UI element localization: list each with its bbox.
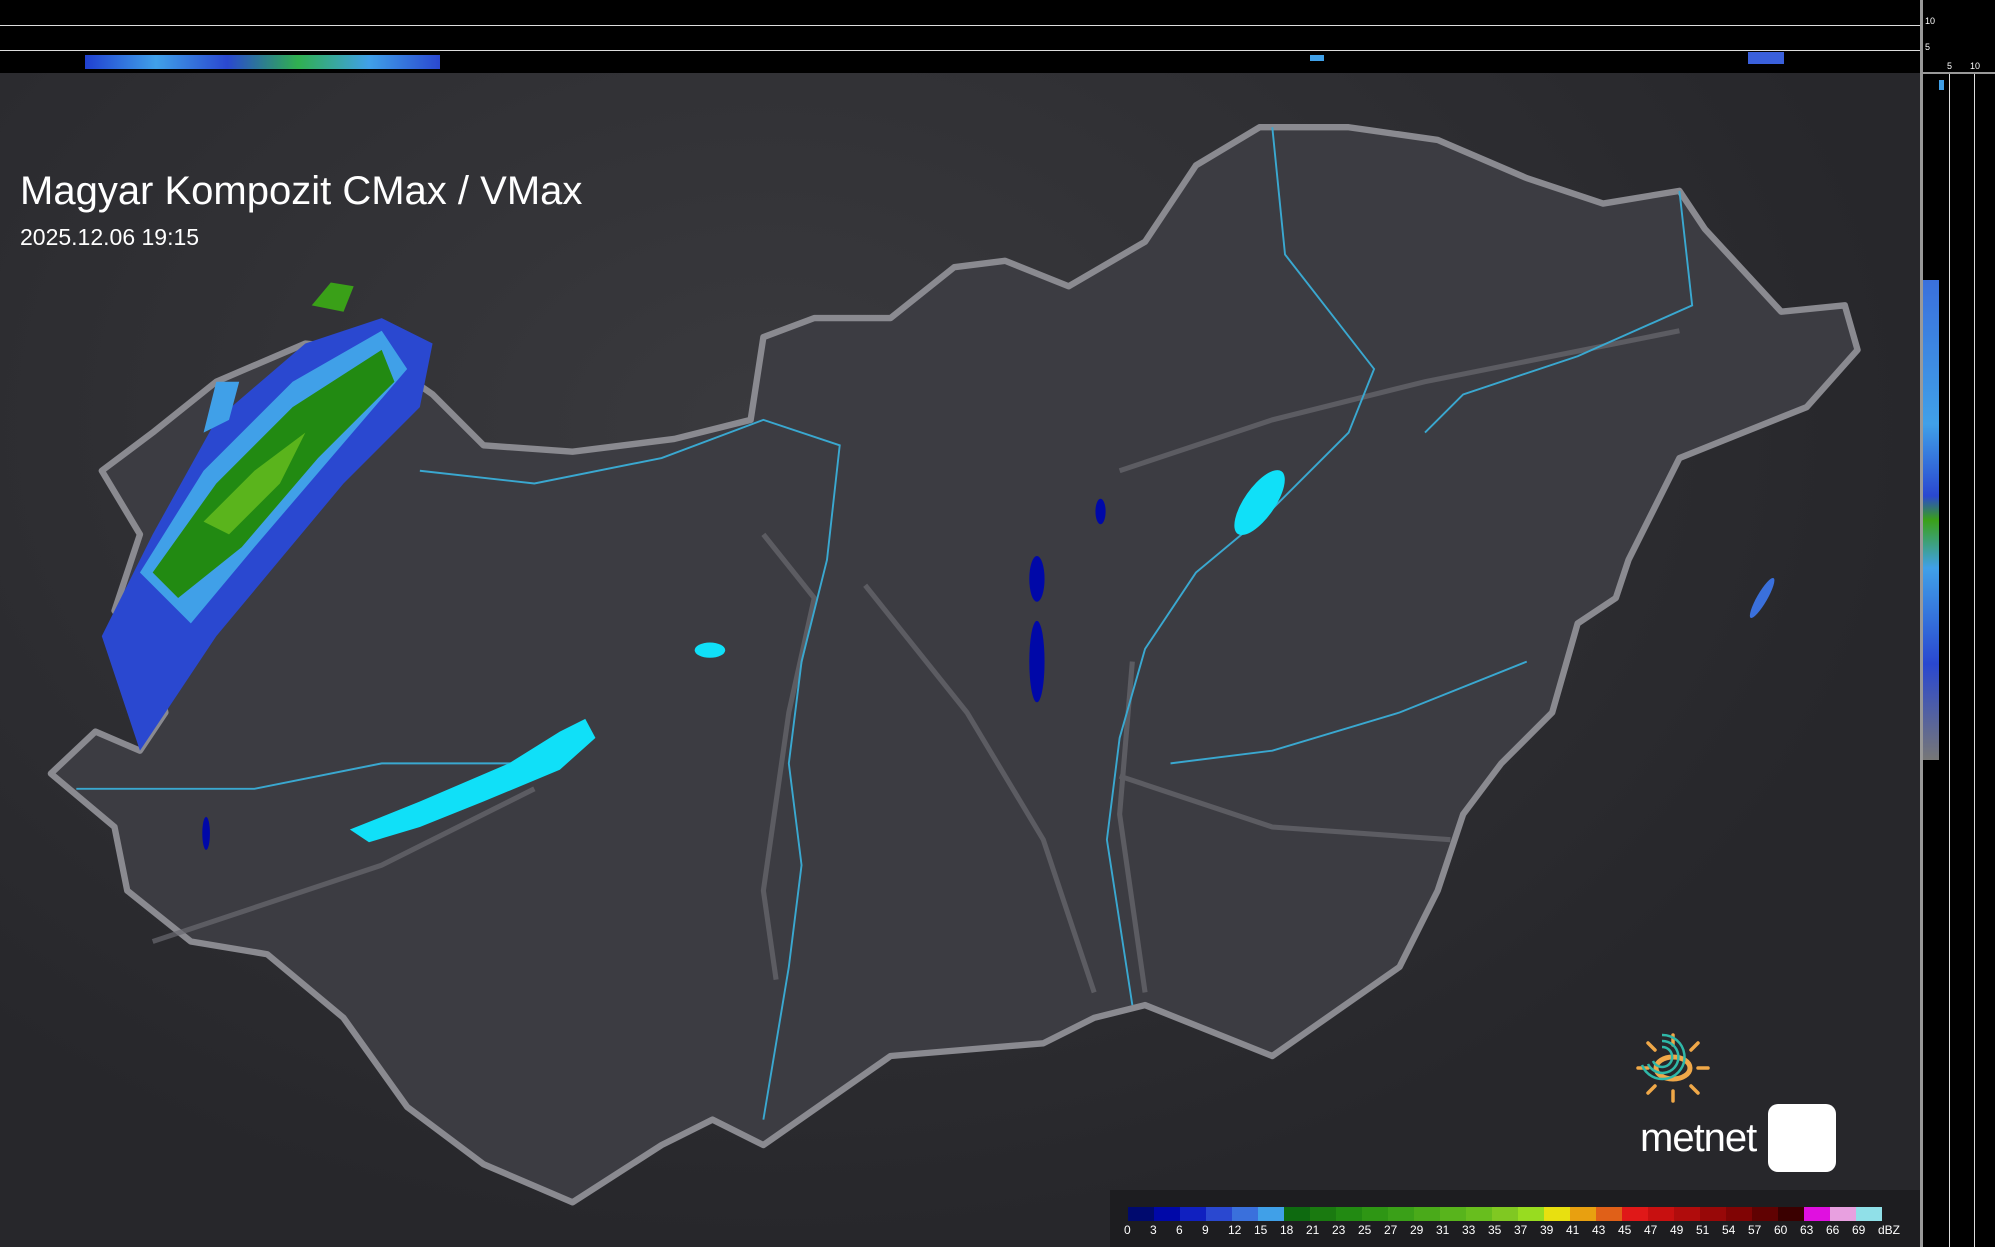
- legend-swatch: [1726, 1207, 1752, 1221]
- tick-label: 10: [1925, 16, 1936, 26]
- lake-tisza: [1234, 470, 1285, 536]
- legend-swatch: [1648, 1207, 1674, 1221]
- legend-label: 69: [1852, 1223, 1866, 1237]
- legend-swatch: [1752, 1207, 1778, 1221]
- legend-label: 23: [1332, 1223, 1346, 1237]
- legend-label: 37: [1514, 1223, 1528, 1237]
- legend-swatch: [1362, 1207, 1388, 1221]
- legend-swatch: [1206, 1207, 1232, 1221]
- profile-echo: [85, 55, 440, 69]
- gridline-10: [0, 25, 1920, 26]
- lakes: [349, 470, 1285, 843]
- legend-swatch: [1570, 1207, 1596, 1221]
- legend-swatch: [1544, 1207, 1570, 1221]
- legend-label: 45: [1618, 1223, 1632, 1237]
- precipitation-echoes: [101, 282, 1775, 850]
- lake-balaton: [349, 718, 596, 843]
- map-canvas: [47, 124, 1861, 1206]
- legend-swatch: [1700, 1207, 1726, 1221]
- tick-label: 10: [1970, 61, 1981, 71]
- legend-label: 63: [1800, 1223, 1814, 1237]
- legend-swatch: [1856, 1207, 1882, 1221]
- legend-label: 27: [1384, 1223, 1398, 1237]
- hungary-outline: [47, 124, 1861, 1206]
- legend-label: 15: [1254, 1223, 1268, 1237]
- legend-label: 29: [1410, 1223, 1424, 1237]
- legend-label: 0: [1124, 1223, 1131, 1237]
- legend-swatch: [1232, 1207, 1258, 1221]
- legend-label: 6: [1176, 1223, 1183, 1237]
- legend-swatch: [1492, 1207, 1518, 1221]
- legend-labels: 0 3 6 9 12 15 18 21 23 25 27 29 31 33 35 37 39 41 43 45 47 49…: [1124, 1223, 1901, 1237]
- legend-label: 39: [1540, 1223, 1554, 1237]
- legend-swatch: [1596, 1207, 1622, 1221]
- legend-swatch: [1466, 1207, 1492, 1221]
- legend-swatch: [1622, 1207, 1648, 1221]
- rivers: [76, 127, 1694, 1120]
- legend-swatch: [1180, 1207, 1206, 1221]
- spiral-icon: [1640, 1033, 1837, 1172]
- legend-swatch: [1778, 1207, 1804, 1221]
- legend-label: 9: [1202, 1223, 1209, 1237]
- map-timestamp: 2025.12.06 19:15: [20, 224, 200, 250]
- legend-swatch: [1154, 1207, 1180, 1221]
- tick-label: 5: [1925, 42, 1931, 52]
- profile-echo: [1939, 80, 1944, 90]
- legend-label: 60: [1774, 1223, 1788, 1237]
- legend-label: 12: [1228, 1223, 1242, 1237]
- legend-label: 33: [1462, 1223, 1476, 1237]
- legend-swatch: [1804, 1207, 1830, 1221]
- metnet-logo: metnet: [1636, 1033, 1837, 1172]
- gridline-5: [0, 50, 1920, 51]
- legend-label: 66: [1826, 1223, 1840, 1237]
- legend-label: 18: [1280, 1223, 1294, 1237]
- side-vertical-profile: 10 5 5 10: [1920, 0, 1995, 1247]
- legend-label: 3: [1150, 1223, 1157, 1237]
- metnet-wordmark: metnet: [1640, 1115, 1757, 1160]
- legend-swatch: [1830, 1207, 1856, 1221]
- legend-swatch: [1518, 1207, 1544, 1221]
- top-vertical-profile: [0, 0, 1920, 75]
- legend-label: 43: [1592, 1223, 1606, 1237]
- legend-swatch: [1258, 1207, 1284, 1221]
- legend-label: 21: [1306, 1223, 1320, 1237]
- profile-echo: [1748, 52, 1784, 64]
- legend-label: 31: [1436, 1223, 1450, 1237]
- legend-swatch: [1128, 1207, 1154, 1221]
- map-title: Magyar Kompozit CMax / VMax: [20, 169, 583, 213]
- legend-label: 47: [1644, 1223, 1658, 1237]
- county-borders: [151, 328, 1680, 994]
- legend-unit: dBZ: [1878, 1223, 1901, 1237]
- legend-swatch: [1284, 1207, 1310, 1221]
- lake-velence: [694, 642, 726, 658]
- legend-label: 35: [1488, 1223, 1502, 1237]
- legend-label: 57: [1748, 1223, 1762, 1237]
- legend-swatch: [1440, 1207, 1466, 1221]
- legend-swatch: [1414, 1207, 1440, 1221]
- legend-swatch: [1674, 1207, 1700, 1221]
- radar-map[interactable]: Magyar Kompozit CMax / VMax 2025.12.06 1…: [0, 73, 1920, 1247]
- legend-label: 25: [1358, 1223, 1372, 1237]
- tick-label: 5: [1947, 61, 1953, 71]
- dbz-color-legend: 0 3 6 9 12 15 18 21 23 25 27 29 31 33 35 37 39 41 43 45 47 49…: [1110, 1190, 1920, 1247]
- legend-label: 54: [1722, 1223, 1736, 1237]
- legend-label: 49: [1670, 1223, 1684, 1237]
- legend-label: 51: [1696, 1223, 1710, 1237]
- legend-color-bar: [1128, 1207, 1882, 1221]
- legend-swatch: [1388, 1207, 1414, 1221]
- legend-swatch: [1310, 1207, 1336, 1221]
- legend-label: 41: [1566, 1223, 1580, 1237]
- profile-echo: [1923, 280, 1939, 760]
- legend-swatch: [1336, 1207, 1362, 1221]
- profile-echo: [1310, 55, 1324, 61]
